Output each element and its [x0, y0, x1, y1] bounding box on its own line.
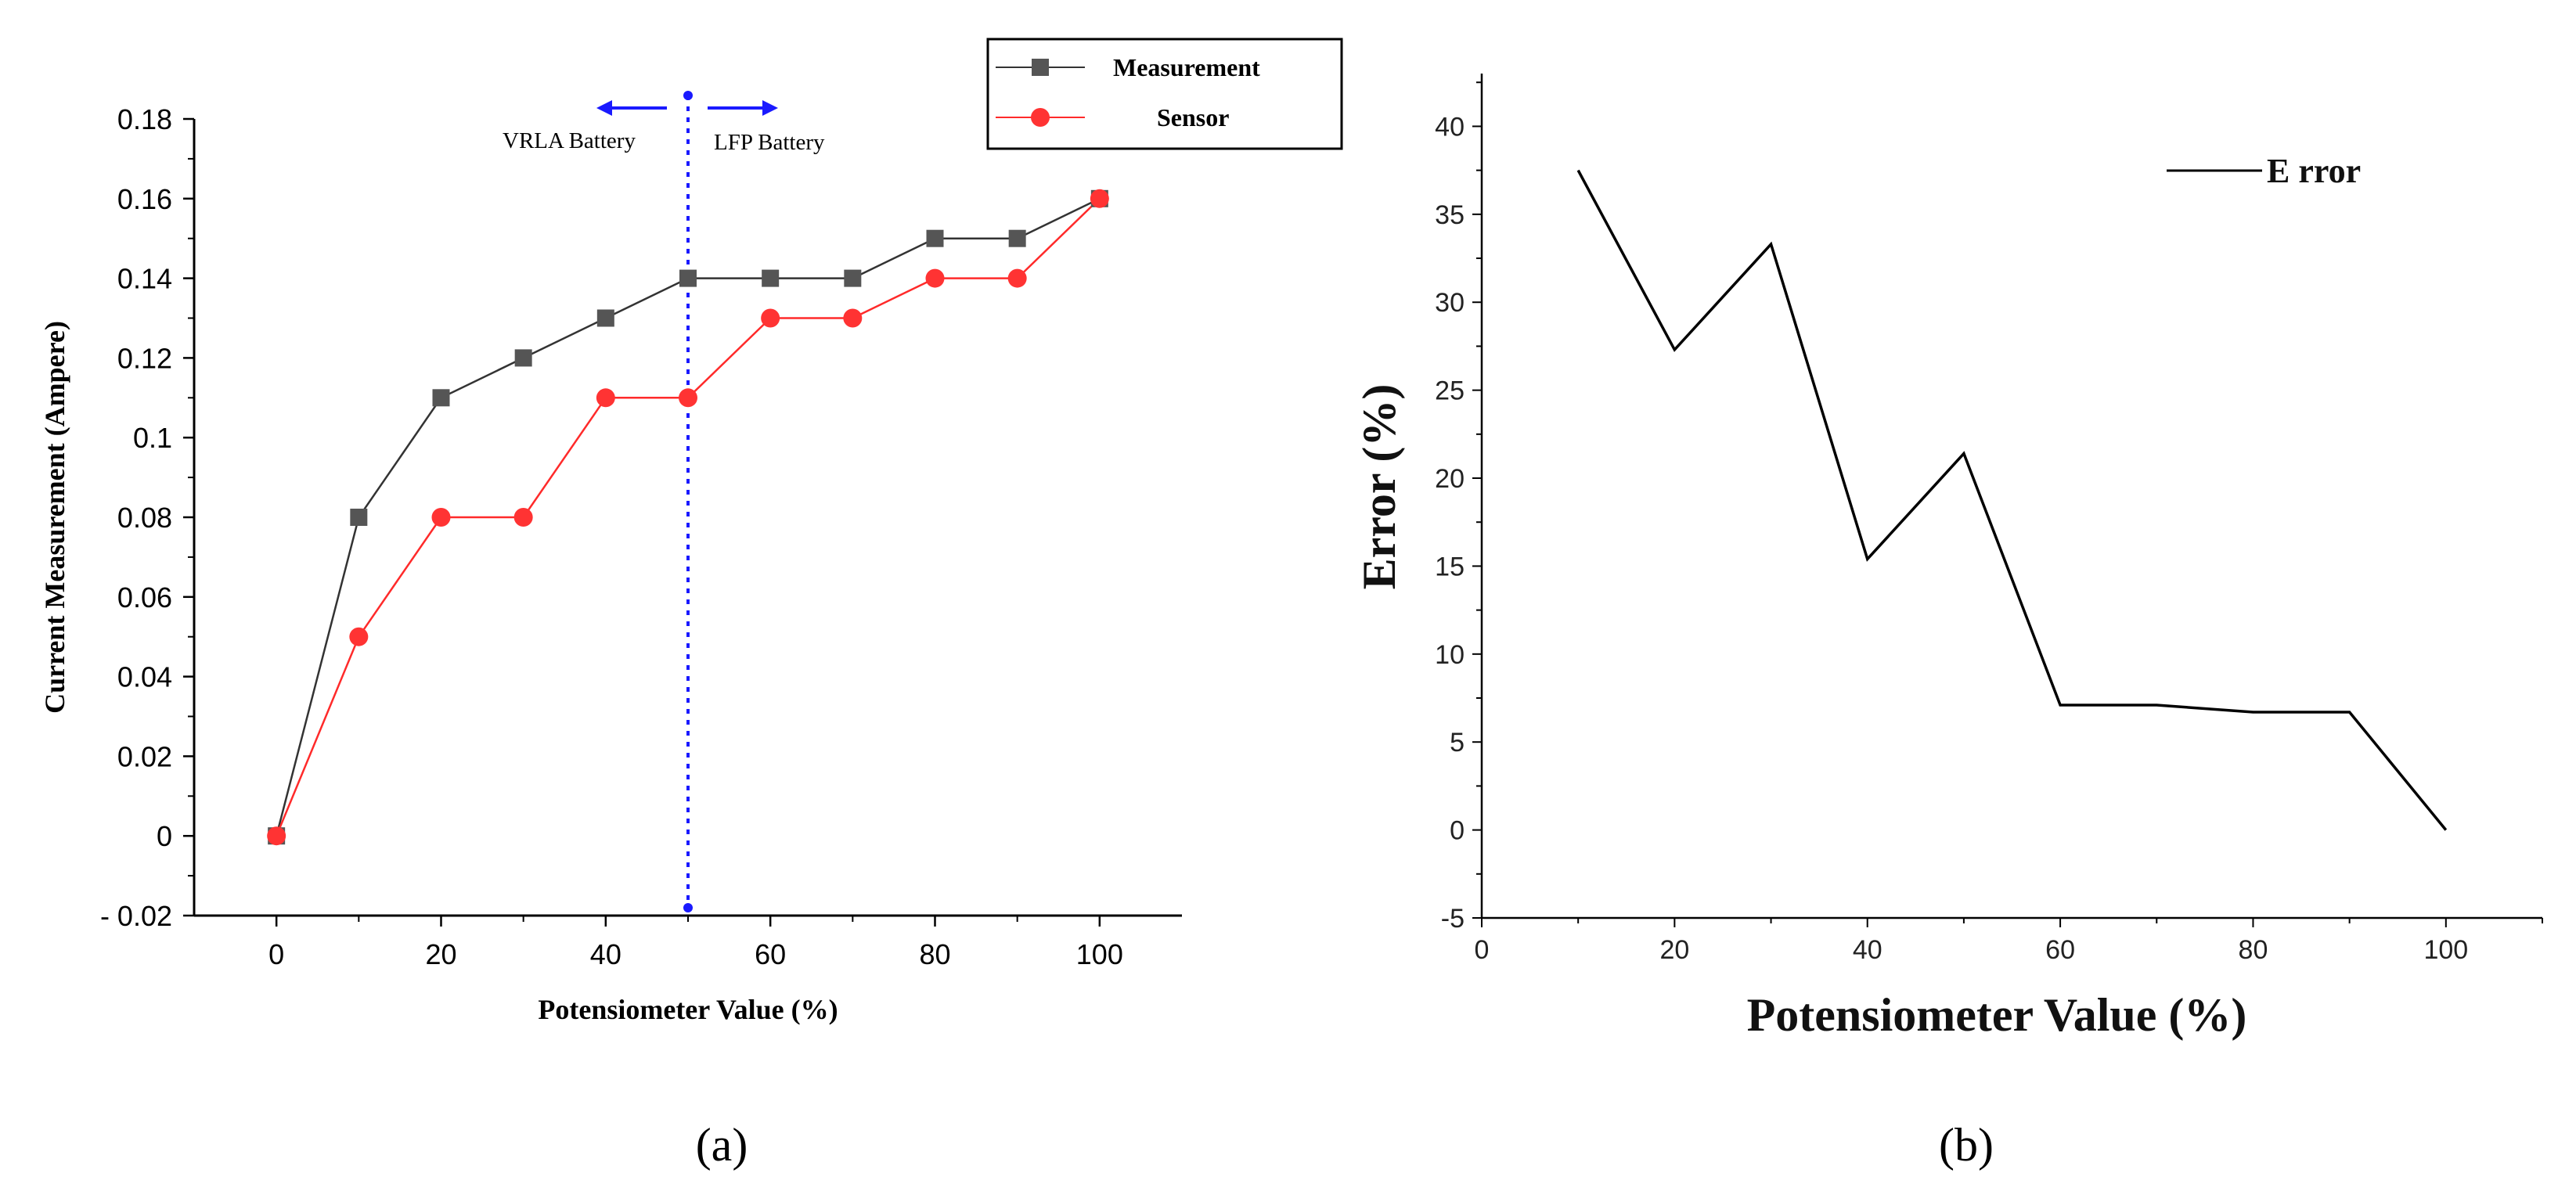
divider-bottom-dot — [683, 903, 693, 912]
series-line-error — [1576, 169, 2448, 831]
chart-a-axes — [193, 119, 1182, 917]
legend-sensor-marker — [1031, 108, 1050, 127]
sensor-point — [596, 388, 615, 408]
sensor-point — [267, 826, 286, 846]
chart-a-x-tick-label: 80 — [919, 938, 950, 970]
chart-a-y-tick-label: 0.04 — [117, 661, 172, 693]
legend-measurement-marker — [1032, 59, 1049, 76]
chart-b-y-tick-label: 20 — [1435, 464, 1465, 494]
chart-a-y-tick-label: 0.1 — [133, 422, 172, 454]
chart-b-x-tick-label: 100 — [2423, 935, 2468, 965]
chart-b-x-tick-label: 0 — [1475, 935, 1490, 965]
chart-a-x-tick-label: 60 — [755, 938, 786, 970]
chart-b-x-tick-labels: 0 20 40 60 80 100 — [1475, 918, 2543, 965]
chart-a-x-tick-label: 0 — [268, 938, 284, 970]
chart-b-x-tick-label: 80 — [2239, 935, 2268, 965]
chart-a-x-tick-label: 100 — [1076, 938, 1123, 970]
chart-b-legend: E rror — [2167, 152, 2361, 190]
chart-a-y-tick-labels: - 0.02 0 0.02 0.04 0.06 0.08 0.1 0.12 0.14 0.16 0.… — [100, 103, 172, 932]
sensor-point — [761, 308, 780, 328]
chart-b-y-tick-label: 30 — [1435, 288, 1465, 318]
chart-b-y-tick-labels: -5 0 5 10 15 20 25 30 35 40 — [1435, 81, 1482, 934]
measurement-point — [1008, 229, 1026, 247]
chart-a-battery-divider — [596, 91, 778, 912]
measurement-point — [679, 269, 697, 287]
vrla-arrow-icon — [596, 100, 612, 116]
chart-a-y-tick-label: 0.12 — [117, 342, 172, 374]
chart-a-x-axis-title: Potensiometer Value (%) — [538, 994, 838, 1025]
panel-label-b: (b) — [1939, 1119, 1994, 1171]
sensor-point — [1090, 189, 1109, 208]
measurement-point — [350, 509, 368, 526]
sensor-point — [925, 268, 945, 288]
panel-label-a: (a) — [696, 1119, 748, 1171]
divider-top-dot — [683, 91, 693, 100]
chart-b-y-tick-label: 10 — [1435, 640, 1465, 670]
chart-b-y-tick-label: 5 — [1450, 728, 1465, 758]
chart-a-y-tick-label: 0.16 — [117, 183, 172, 215]
measurement-point — [596, 309, 614, 327]
chart-b-x-tick-label: 40 — [1853, 935, 1882, 965]
legend-error-label: E rror — [2267, 152, 2361, 190]
chart-a-y-tick-label: 0.18 — [117, 103, 172, 135]
chart-b-y-tick-label: 35 — [1435, 200, 1465, 230]
chart-a-x-tick-labels: 0 20 40 60 80 100 — [268, 938, 1123, 970]
legend-measurement-label: Measurement — [1113, 53, 1260, 81]
chart-b-series — [1576, 169, 2448, 831]
chart-a-legend: Measurement Sensor — [986, 38, 1343, 150]
measurement-point — [926, 229, 944, 247]
sensor-point — [843, 308, 863, 328]
chart-a-ticks — [183, 117, 1101, 927]
chart-b-y-axis-title: Error (%) — [1353, 384, 1405, 590]
chart-b-y-tick-label: -5 — [1441, 904, 1465, 934]
chart-a-y-tick-label: 0 — [157, 820, 172, 852]
sensor-point — [349, 627, 369, 646]
chart-b-x-axis-title: Potensiometer Value (%) — [1747, 989, 2247, 1041]
chart-a-x-tick-label: 40 — [590, 938, 621, 970]
measurement-point — [762, 269, 780, 287]
vrla-battery-label: VRLA Battery — [503, 128, 636, 153]
chart-a-y-tick-label: 0.08 — [117, 502, 172, 534]
chart-b: 0 20 40 60 80 100 -5 0 5 10 15 20 25 30 35 40 Potensio… — [1353, 74, 2543, 1171]
chart-b-y-tick-label: 25 — [1435, 376, 1465, 406]
chart-b-y-tick-label: 40 — [1435, 112, 1465, 142]
chart-a: 0 20 40 60 80 100 - 0.02 0 0.02 0.04 0.06 0.08 0.1 0… — [39, 38, 1343, 1171]
sensor-point — [431, 508, 451, 527]
chart-a-y-tick-label: 0.14 — [117, 263, 172, 295]
chart-a-y-axis-title: Current Measurement (Ampere) — [39, 321, 70, 714]
sensor-point — [1007, 268, 1027, 288]
chart-a-series — [267, 189, 1109, 846]
chart-b-y-tick-label: 0 — [1450, 816, 1465, 846]
chart-a-legend-box — [986, 38, 1343, 150]
lfp-battery-label: LFP Battery — [714, 130, 825, 155]
measurement-point — [844, 269, 862, 287]
chart-b-x-tick-label: 60 — [2045, 935, 2075, 965]
sensor-point — [513, 508, 533, 527]
chart-a-y-tick-label: - 0.02 — [100, 900, 172, 932]
chart-a-y-tick-label: 0.02 — [117, 740, 172, 772]
chart-a-y-tick-label: 0.06 — [117, 581, 172, 614]
measurement-point — [514, 349, 532, 367]
chart-b-x-tick-label: 20 — [1659, 935, 1689, 965]
legend-sensor-label: Sensor — [1157, 103, 1229, 131]
sensor-point — [679, 388, 697, 408]
chart-a-x-tick-label: 20 — [425, 938, 456, 970]
measurement-point — [432, 389, 450, 407]
lfp-arrow-icon — [762, 100, 778, 116]
chart-b-y-tick-label: 15 — [1435, 552, 1465, 581]
